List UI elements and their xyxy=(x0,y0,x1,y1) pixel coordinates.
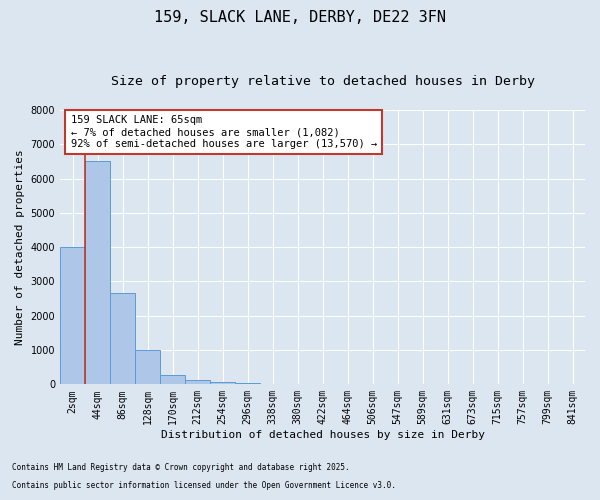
Title: Size of property relative to detached houses in Derby: Size of property relative to detached ho… xyxy=(110,75,535,88)
Bar xyxy=(110,294,135,384)
Text: 159 SLACK LANE: 65sqm
← 7% of detached houses are smaller (1,082)
92% of semi-de: 159 SLACK LANE: 65sqm ← 7% of detached h… xyxy=(71,116,377,148)
Bar xyxy=(160,375,185,384)
Y-axis label: Number of detached properties: Number of detached properties xyxy=(15,150,25,345)
Text: Contains public sector information licensed under the Open Government Licence v3: Contains public sector information licen… xyxy=(12,481,396,490)
Bar xyxy=(185,380,210,384)
Text: 159, SLACK LANE, DERBY, DE22 3FN: 159, SLACK LANE, DERBY, DE22 3FN xyxy=(154,10,446,25)
Text: Contains HM Land Registry data © Crown copyright and database right 2025.: Contains HM Land Registry data © Crown c… xyxy=(12,464,350,472)
Bar xyxy=(85,162,110,384)
X-axis label: Distribution of detached houses by size in Derby: Distribution of detached houses by size … xyxy=(161,430,485,440)
Bar xyxy=(60,247,85,384)
Bar xyxy=(135,350,160,384)
Bar xyxy=(235,382,260,384)
Bar xyxy=(210,382,235,384)
